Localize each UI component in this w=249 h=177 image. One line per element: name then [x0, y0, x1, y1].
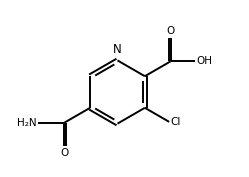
Text: O: O	[167, 26, 175, 36]
Text: OH: OH	[196, 56, 212, 66]
Text: H₂N: H₂N	[17, 118, 37, 128]
Text: Cl: Cl	[170, 117, 181, 127]
Text: N: N	[113, 43, 122, 56]
Text: O: O	[60, 148, 68, 158]
